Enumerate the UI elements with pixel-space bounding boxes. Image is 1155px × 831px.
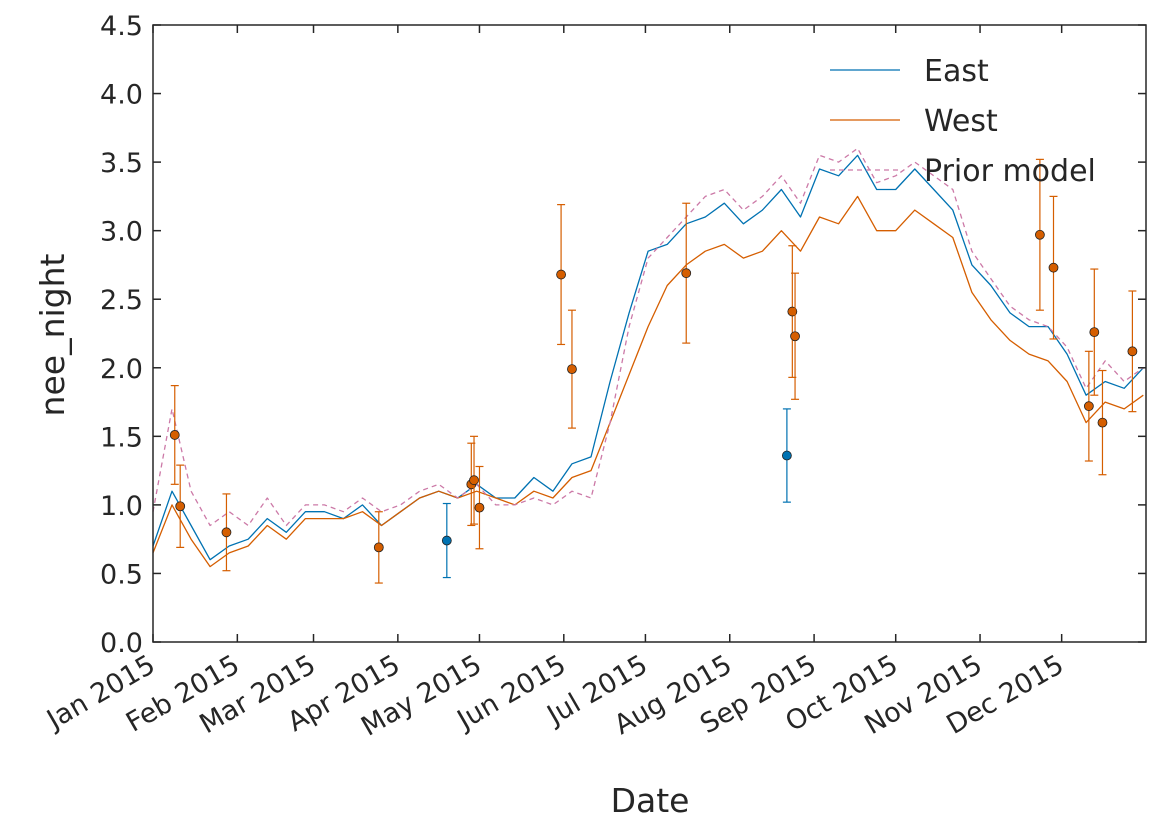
y-tick-label: 3.5 bbox=[100, 148, 143, 179]
legend-label: Prior model bbox=[924, 154, 1096, 189]
observation-point bbox=[1127, 346, 1138, 357]
observation-point bbox=[1097, 417, 1108, 428]
y-tick-label: 2.5 bbox=[100, 285, 143, 316]
observation-point bbox=[1083, 401, 1094, 412]
y-tick-label: 3.0 bbox=[100, 217, 143, 248]
legend-label: East bbox=[924, 54, 989, 89]
legend: East West Prior model bbox=[830, 54, 1096, 189]
y-tick-label: 4.0 bbox=[100, 80, 143, 111]
y-tick-label: 2.0 bbox=[100, 354, 143, 385]
observation-point bbox=[556, 269, 566, 280]
observation-point bbox=[441, 535, 452, 546]
observation-point bbox=[373, 542, 384, 553]
observation-point bbox=[681, 268, 692, 279]
observation-point bbox=[1048, 262, 1059, 273]
observation-point bbox=[175, 501, 186, 512]
y-tick-label: 1.0 bbox=[100, 491, 143, 522]
observation-point bbox=[567, 364, 577, 375]
legend-label: West bbox=[924, 104, 998, 139]
observation-point bbox=[469, 475, 479, 486]
observation-point bbox=[1089, 327, 1100, 338]
series-line-west bbox=[152, 195, 1144, 568]
observation-point bbox=[1034, 229, 1045, 240]
observation-point bbox=[781, 450, 792, 461]
plot-frame bbox=[152, 24, 1147, 643]
series-line-east bbox=[152, 154, 1144, 561]
y-axis-title: nee_night bbox=[33, 253, 72, 416]
series-line-prior-model bbox=[152, 147, 1144, 527]
observation-point bbox=[221, 527, 232, 538]
x-axis-title: Date bbox=[611, 781, 690, 820]
observation-point bbox=[169, 430, 180, 440]
y-tick-label: 0.5 bbox=[100, 559, 143, 590]
observation-point bbox=[790, 331, 800, 342]
observation-point bbox=[474, 502, 485, 513]
plot-area bbox=[152, 147, 1144, 584]
y-tick-label: 0.0 bbox=[100, 628, 143, 659]
y-tick-label: 1.5 bbox=[100, 422, 143, 453]
y-tick-label: 4.5 bbox=[100, 11, 143, 42]
y-axis: 0.0 0.5 1.0 1.5 2.0 2.5 3.0 3.5 4.0 4.5 bbox=[100, 11, 1146, 659]
